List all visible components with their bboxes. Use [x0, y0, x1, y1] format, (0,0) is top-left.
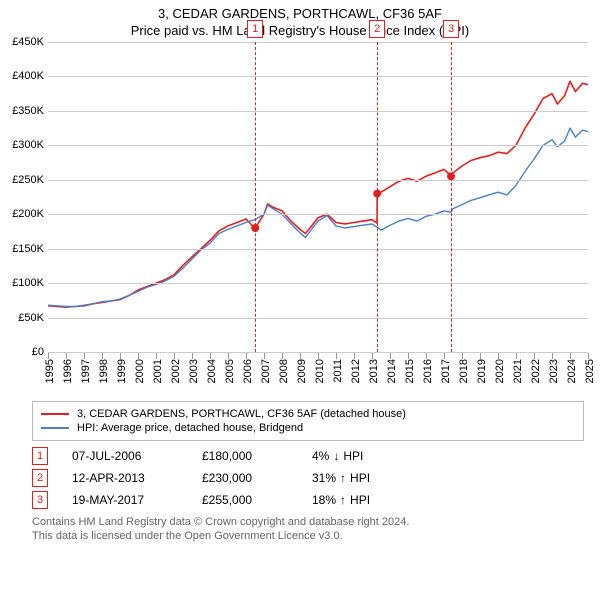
sale-event-price: £255,000: [202, 493, 312, 507]
y-gridline: [48, 214, 588, 215]
legend-swatch: [41, 427, 69, 429]
x-axis-label: 2022: [530, 359, 542, 383]
x-axis-label: 2006: [242, 359, 254, 383]
x-axis-label: 2009: [296, 359, 308, 383]
x-axis-label: 2020: [494, 359, 506, 383]
sale-event-diff-pct: 31%: [312, 471, 336, 485]
sale-event-row: 3 19-MAY-2017£255,00018% ↑ HPI: [32, 491, 584, 509]
sale-event-diff: 31% ↑ HPI: [312, 471, 370, 485]
x-axis-label: 2010: [314, 359, 326, 383]
x-axis-label: 2003: [188, 359, 200, 383]
x-axis-label: 2008: [278, 359, 290, 383]
x-axis-label: 2013: [368, 359, 380, 383]
x-axis-label: 2019: [476, 359, 488, 383]
x-axis-label: 1997: [80, 359, 92, 383]
chart-plot-area: £0£50K£100K£150K£200K£250K£300K£350K£400…: [48, 42, 588, 353]
sale-marker-label: 3: [443, 20, 459, 38]
chart-root: { "title": "3, CEDAR GARDENS, PORTHCAWL,…: [0, 6, 600, 596]
x-axis-label: 2002: [170, 359, 182, 383]
sale-marker-line: [255, 42, 256, 352]
x-axis-label: 2017: [440, 359, 452, 383]
x-axis-label: 1995: [44, 359, 56, 383]
footer-line-1: Contains HM Land Registry data © Crown c…: [32, 515, 584, 529]
chart-lines-svg: [48, 42, 588, 352]
sale-event-index: 3: [32, 491, 48, 509]
y-axis-label: £350K: [12, 105, 48, 117]
footer: Contains HM Land Registry data © Crown c…: [32, 515, 584, 544]
titles: 3, CEDAR GARDENS, PORTHCAWL, CF36 5AF Pr…: [0, 6, 600, 38]
arrow-up-icon: ↑: [340, 493, 346, 507]
sale-event-date: 19-MAY-2017: [72, 493, 202, 507]
y-axis-label: £150K: [12, 243, 48, 255]
legend-label: 3, CEDAR GARDENS, PORTHCAWL, CF36 5AF (d…: [77, 408, 406, 420]
x-axis-label: 1999: [116, 359, 128, 383]
x-axis-label: 2023: [548, 359, 560, 383]
footer-line-2: This data is licensed under the Open Gov…: [32, 529, 584, 543]
y-axis-label: £0: [32, 346, 48, 358]
x-axis-label: 2001: [152, 359, 164, 383]
sale-event-diff-suffix: HPI: [350, 471, 370, 485]
sale-marker-label: 1: [247, 20, 263, 38]
x-axis-label: 2014: [386, 359, 398, 383]
x-axis-label: 1996: [62, 359, 74, 383]
sale-event-row: 1 07-JUL-2006£180,0004% ↓ HPI: [32, 447, 584, 465]
sale-marker-line: [451, 42, 452, 352]
y-gridline: [48, 145, 588, 146]
x-axis-label: 2024: [566, 359, 578, 383]
legend-swatch: [41, 413, 69, 415]
legend-label: HPI: Average price, detached house, Brid…: [77, 422, 303, 434]
sale-event-index: 2: [32, 469, 48, 487]
x-axis-label: 2012: [350, 359, 362, 383]
y-axis-label: £200K: [12, 208, 48, 220]
x-axis-label: 2021: [512, 359, 524, 383]
legend: 3, CEDAR GARDENS, PORTHCAWL, CF36 5AF (d…: [32, 401, 584, 441]
y-gridline: [48, 283, 588, 284]
x-axis-label: 2011: [332, 359, 344, 383]
sale-events-table: 1 07-JUL-2006£180,0004% ↓ HPI 2 12-APR-2013£2…: [32, 447, 584, 509]
x-axis-label: 2015: [404, 359, 416, 383]
x-axis-label: 2004: [206, 359, 218, 383]
y-gridline: [48, 76, 588, 77]
arrow-down-icon: ↓: [333, 449, 339, 463]
x-axis-label: 2018: [458, 359, 470, 383]
x-axis-label: 2016: [422, 359, 434, 383]
sale-event-date: 12-APR-2013: [72, 471, 202, 485]
x-axis-label: 2025: [584, 359, 596, 383]
sale-event-price: £230,000: [202, 471, 312, 485]
y-gridline: [48, 180, 588, 181]
sale-event-row: 2 12-APR-2013£230,00031% ↑ HPI: [32, 469, 584, 487]
arrow-up-icon: ↑: [340, 471, 346, 485]
sale-event-diff-suffix: HPI: [343, 449, 363, 463]
legend-item: 3, CEDAR GARDENS, PORTHCAWL, CF36 5AF (d…: [41, 408, 575, 420]
y-gridline: [48, 318, 588, 319]
sale-event-diff-pct: 18%: [312, 493, 336, 507]
x-axis: 1995199619971998199920002001200220032004…: [48, 353, 588, 395]
legend-item: HPI: Average price, detached house, Brid…: [41, 422, 575, 434]
y-axis-label: £300K: [12, 139, 48, 151]
x-axis-label: 2005: [224, 359, 236, 383]
y-axis-label: £450K: [12, 36, 48, 48]
x-axis-label: 2007: [260, 359, 272, 383]
y-gridline: [48, 42, 588, 43]
sale-marker-label: 2: [369, 20, 385, 38]
x-axis-label: 2000: [134, 359, 146, 383]
chart-subtitle: Price paid vs. HM Land Registry's House …: [0, 23, 600, 38]
sale-event-diff-pct: 4%: [312, 449, 329, 463]
sale-event-date: 07-JUL-2006: [72, 449, 202, 463]
sale-event-diff: 18% ↑ HPI: [312, 493, 370, 507]
chart-title: 3, CEDAR GARDENS, PORTHCAWL, CF36 5AF: [0, 6, 600, 21]
sale-event-diff-suffix: HPI: [350, 493, 370, 507]
y-axis-label: £400K: [12, 70, 48, 82]
y-axis-label: £50K: [18, 312, 48, 324]
y-axis-label: £100K: [12, 277, 48, 289]
sale-marker-line: [377, 42, 378, 352]
y-axis-label: £250K: [12, 174, 48, 186]
x-axis-label: 1998: [98, 359, 110, 383]
sale-event-index: 1: [32, 447, 48, 465]
y-gridline: [48, 249, 588, 250]
y-gridline: [48, 111, 588, 112]
sale-event-diff: 4% ↓ HPI: [312, 449, 363, 463]
sale-event-price: £180,000: [202, 449, 312, 463]
